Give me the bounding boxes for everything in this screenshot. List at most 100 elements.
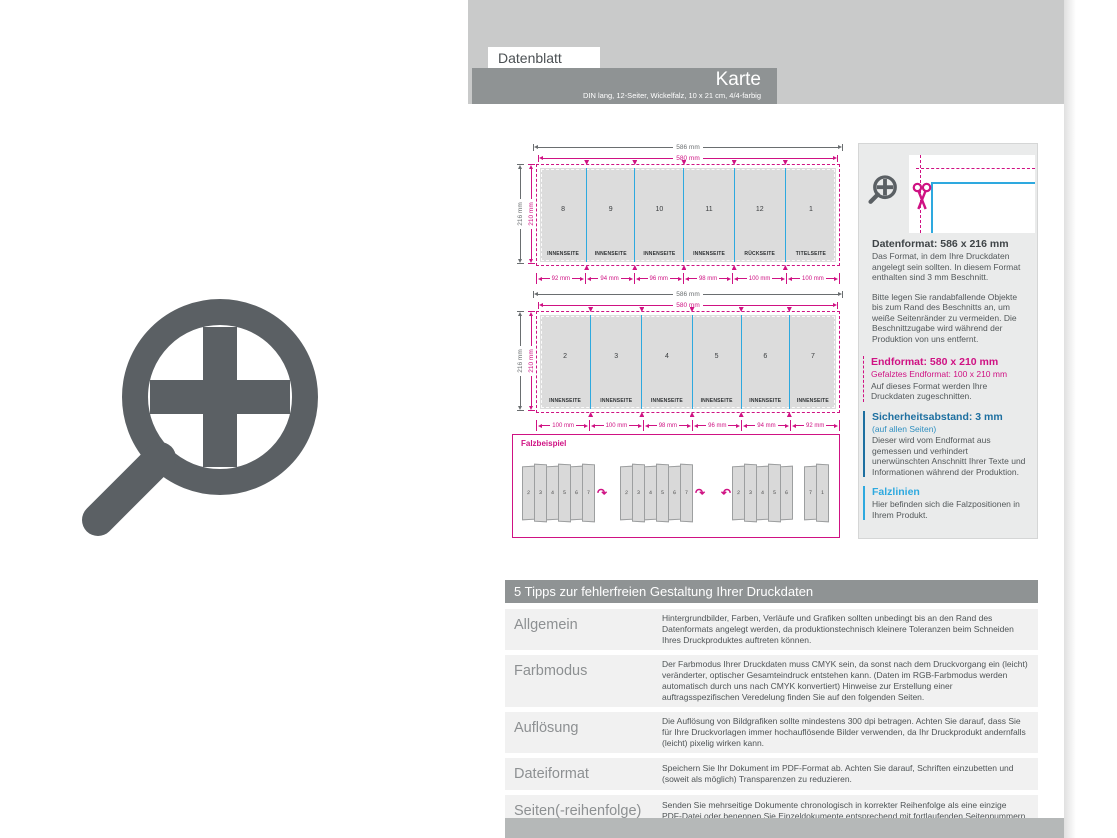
tip-text: Die Auflösung von Bildgrafiken sollte mi… [662, 716, 1026, 749]
panel-side-label: INNENSEITE [650, 398, 683, 404]
tip-text: Hintergrundbilder, Farben, Verläufe und … [662, 613, 1014, 646]
panel-width-measure: 100 mm [785, 273, 840, 284]
panel-side-label: TITELSEITE [795, 251, 827, 257]
falzlinien-body: Hier befinden sich die Falzpositionen in… [872, 499, 1020, 520]
panel-measures: 100 mm 100 mm 98 mm 96 mm 94 mm 92 mm [536, 420, 840, 431]
fold-example-box: Falzbeispiel 2 3 4 5 6 7 ↷ 2 3 4 5 6 7 ↷ ↶ 2 3 4 5 6 7 1 [512, 434, 840, 538]
page-panel-8: 8 INNENSEITE [540, 168, 586, 262]
sicherheitsabstand-heading: Sicherheitsabstand: 3 mm [872, 410, 1003, 423]
panel-number: 3 [614, 352, 619, 360]
dim-endformat-width: 580 mm [538, 300, 839, 310]
dim-datenformat-width: 586 mm [533, 289, 844, 299]
endformat-line-vertical [931, 182, 933, 233]
page-panel-9: 9 INNENSEITE [586, 168, 634, 262]
tip-row: Dateiformat Speichern Sie Ihr Dokument im… [505, 758, 1038, 791]
panel-width-measure: 100 mm [732, 273, 785, 284]
page-title: Datenblatt [488, 47, 600, 68]
section-datenformat: Datenformat: 586 x 216 mm Das Format, in… [872, 238, 1027, 283]
bleed-line-horizontal [916, 168, 1035, 169]
product-title: Karte [715, 69, 761, 90]
panel-width-measure: 92 mm [790, 420, 840, 431]
endformat-heading: Endformat: 580 x 210 mm [871, 356, 999, 368]
page-panels: 8 INNENSEITE 9 INNENSEITE 10 INNENSEITE 11 INNE… [540, 168, 836, 262]
panel-number: 5 [714, 352, 719, 360]
panel-side-label: INNENSEITE [549, 398, 582, 404]
page-panel-2: 2 INNENSEITE [540, 315, 590, 409]
panel-width-measure: 100 mm [589, 420, 642, 431]
panel-number: 8 [561, 205, 566, 213]
product-title-bar: Karte DIN lang, 12-Seiter, Wickelfalz, 1… [472, 68, 777, 104]
page-panel-4: 4 INNENSEITE [641, 315, 691, 409]
tip-text: Senden Sie mehrseitige Dokumente chronol… [662, 800, 1028, 822]
panel-number: 1 [808, 205, 813, 213]
fold-example-stages: 2 3 4 5 6 7 ↷ 2 3 4 5 6 7 ↷ ↶ 2 3 4 5 6 7 1 [522, 457, 829, 529]
fold-stage-panel: 7 [680, 463, 693, 523]
fold-example-label: Falzbeispiel [521, 439, 567, 448]
tip-text: Speichern Sie Ihr Dokument im PDF-Format… [662, 763, 1014, 785]
panel-width-measure: 100 mm [536, 420, 589, 431]
fold-stage-panel: 1 [816, 463, 829, 523]
dim-datenformat-height: 216 mm [515, 163, 525, 264]
sicherheitsabstand-sub: (auf allen Seiten) [872, 423, 937, 434]
panel-number: 6 [763, 352, 768, 360]
panel-number: 10 [655, 205, 664, 213]
page-panel-12: 12 RÜCKSEITE [733, 168, 785, 262]
fold-arrow-icon: ↷ [695, 486, 706, 500]
page-panel-6: 6 INNENSEITE [740, 315, 789, 409]
tip-row: Allgemein Hintergrundbilder, Farben, Verl… [505, 609, 1038, 651]
section-sicherheitsabstand: Sicherheitsabstand: 3 mm (auf allen Seit… [863, 410, 1027, 477]
page-panel-5: 5 INNENSEITE [691, 315, 741, 409]
fold-stage-2: 2 3 4 5 6 7 ↷ [620, 463, 707, 523]
panel-side-label: INNENSEITE [749, 398, 782, 404]
page-panel-7: 7 INNENSEITE [788, 315, 836, 409]
sidebar-text: Datenformat: 586 x 216 mm Das Format, in… [863, 238, 1027, 529]
tips-header: 5 Tipps zur fehlerfreien Gestaltung Ihre… [505, 580, 1038, 603]
datasheet-page: Datenblatt Karte DIN lang, 12-Seiter, Wi… [468, 0, 1064, 838]
fold-stage-3: ↶ 2 3 4 5 6 [719, 463, 794, 523]
dim-datenformat-height: 216 mm [515, 310, 525, 411]
bleed-note: Bitte legen Sie randabfallende Objekte b… [872, 291, 1018, 344]
tip-row: Auflösung Die Auflösung von Bildgrafiken … [505, 712, 1038, 754]
tip-row: Farbmodus Der Farbmodus Ihrer Druckdaten … [505, 655, 1038, 708]
tip-label: Seiten(-reihenfolge) [514, 803, 642, 820]
panel-side-label: INNENSEITE [643, 251, 676, 257]
detail-zoom-preview [909, 155, 1035, 233]
bleed-box: 8 INNENSEITE 9 INNENSEITE 10 INNENSEITE 11 INNE… [536, 164, 840, 266]
dim-endformat-height: 210 mm [526, 163, 536, 264]
panel-width-measure: 96 mm [633, 273, 683, 284]
panel-side-label: INNENSEITE [693, 251, 726, 257]
panel-number: 12 [755, 205, 764, 213]
panel-side-label: INNENSEITE [547, 251, 580, 257]
panel-number: 9 [608, 205, 613, 213]
tip-label: Auflösung [514, 720, 579, 737]
format-info-sidebar: Datenformat: 586 x 216 mm Das Format, in… [858, 143, 1038, 539]
page-panel-10: 10 INNENSEITE [634, 168, 683, 262]
panel-number: 11 [705, 205, 713, 213]
tip-label: Farbmodus [514, 663, 588, 680]
datenformat-body: Das Format, in dem Ihre Druckdaten angel… [872, 251, 1021, 282]
plus-icon [150, 327, 290, 467]
zoom-plus-icon [82, 299, 318, 536]
fold-arrow-icon: ↶ [721, 486, 732, 500]
page-panel-11: 11 INNENSEITE [683, 168, 733, 262]
tips-rows: Allgemein Hintergrundbilder, Farben, Verl… [505, 609, 1038, 828]
datenformat-heading: Datenformat: 586 x 216 mm [872, 238, 1009, 250]
panel-width-measure: 98 mm [642, 420, 693, 431]
panel-width-measure: 96 mm [692, 420, 741, 431]
panel-side-label: RÜCKSEITE [744, 251, 776, 257]
section-endformat: Endformat: 580 x 210 mm Gefalztes Endfor… [863, 356, 1027, 402]
panel-width-measure: 92 mm [536, 273, 585, 284]
dim-endformat-width: 580 mm [538, 153, 839, 163]
endformat-body: Auf dieses Format werden Ihre Druckdaten… [871, 380, 988, 402]
panel-side-label: INNENSEITE [600, 398, 633, 404]
panel-number: 2 [563, 352, 568, 360]
panel-side-label: INNENSEITE [594, 251, 627, 257]
panel-measures: 92 mm 94 mm 96 mm 98 mm 100 mm 100 mm [536, 273, 840, 284]
fold-stage-1: 2 3 4 5 6 7 ↷ [522, 463, 609, 523]
panel-width-measure: 94 mm [584, 273, 634, 284]
product-subtitle: DIN lang, 12-Seiter, Wickelfalz, 10 x 21… [583, 91, 761, 100]
zoom-plus-icon-small [868, 175, 897, 204]
